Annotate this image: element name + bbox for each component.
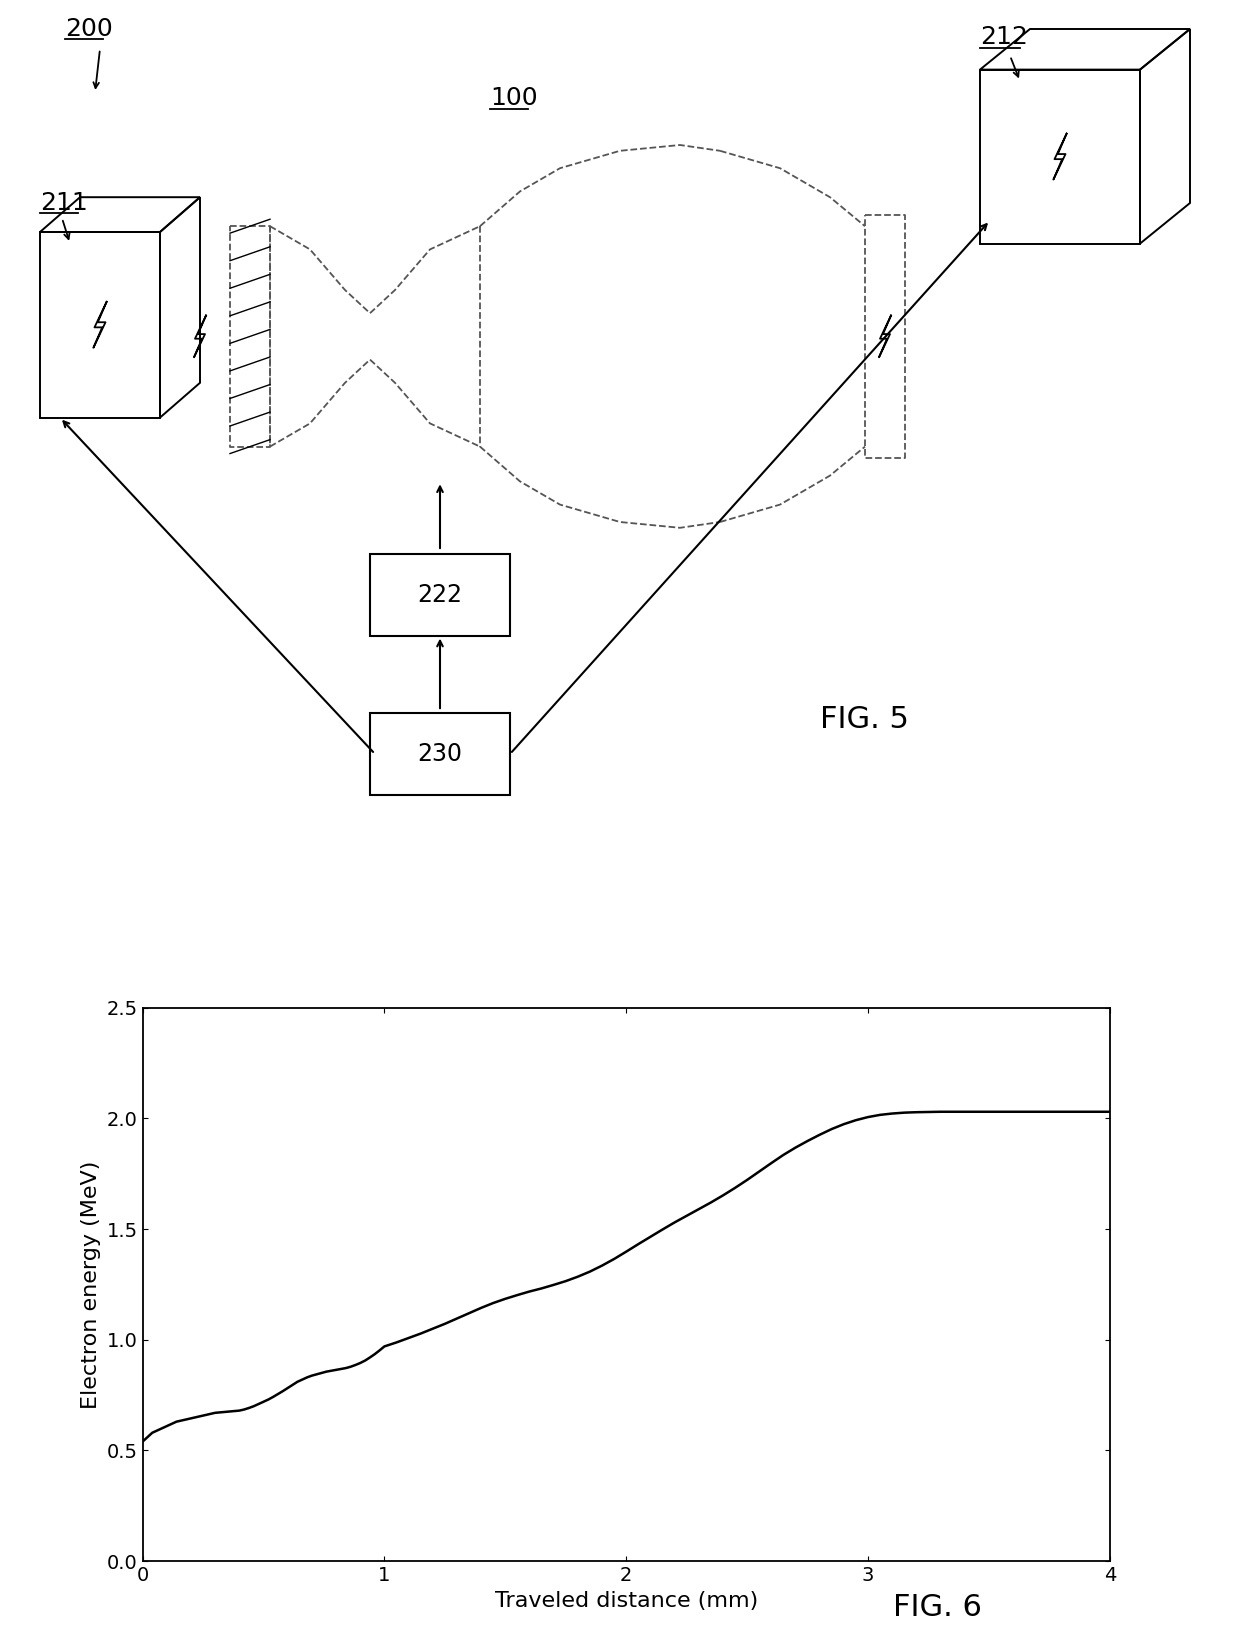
Text: FIG. 5: FIG. 5 <box>820 705 909 733</box>
Text: 212: 212 <box>980 25 1028 48</box>
Text: 200: 200 <box>64 17 113 41</box>
Bar <box>370 555 510 636</box>
Text: 222: 222 <box>418 583 463 606</box>
Y-axis label: Electron energy (MeV): Electron energy (MeV) <box>81 1160 100 1409</box>
Bar <box>370 714 510 795</box>
Text: FIG. 6: FIG. 6 <box>893 1593 982 1622</box>
Text: 211: 211 <box>40 190 88 215</box>
Text: 230: 230 <box>418 742 463 767</box>
X-axis label: Traveled distance (mm): Traveled distance (mm) <box>495 1591 758 1611</box>
Text: 100: 100 <box>490 86 538 111</box>
